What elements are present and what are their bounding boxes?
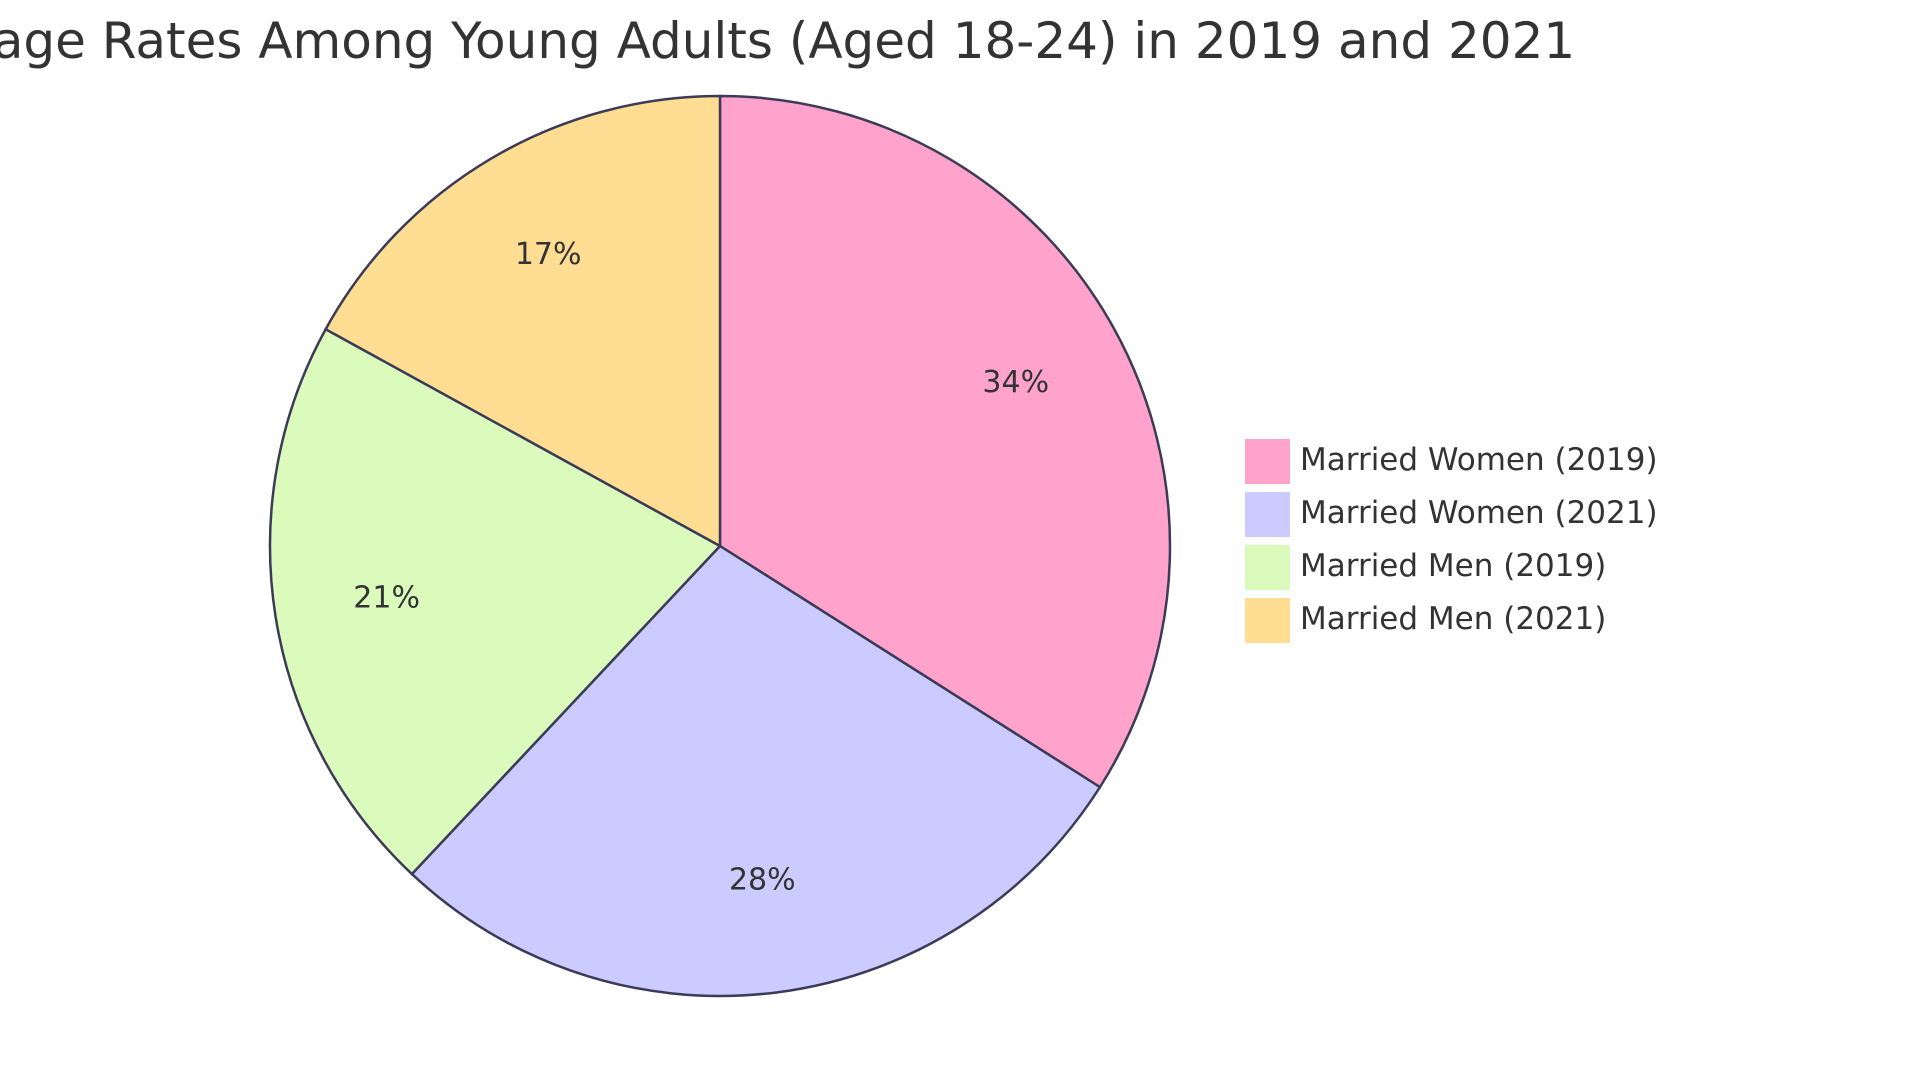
legend-swatch-1 bbox=[1245, 439, 1290, 484]
pie-slices bbox=[268, 94, 1172, 998]
slice-label-3: 21% bbox=[353, 580, 420, 615]
slice-label-1: 34% bbox=[982, 365, 1049, 400]
slice-label-2: 28% bbox=[729, 862, 796, 897]
legend-swatch-3 bbox=[1245, 545, 1290, 590]
legend-label-3: Married Men (2019) bbox=[1300, 548, 1606, 584]
legend-swatch-2 bbox=[1245, 492, 1290, 537]
legend: Married Women (2019) Married Women (2021)… bbox=[1245, 439, 1658, 643]
legend-label-4: Married Men (2021) bbox=[1300, 601, 1606, 637]
pie-slice-3 bbox=[268, 327, 723, 876]
chart-title: Marriage Rates Among Young Adults (Aged … bbox=[0, 12, 1575, 70]
pie-slice-4 bbox=[323, 94, 722, 549]
legend-label-1: Married Women (2019) bbox=[1300, 442, 1658, 478]
legend-label-2: Married Women (2021) bbox=[1300, 495, 1658, 531]
pie-slice-1 bbox=[718, 94, 1172, 789]
pie-slice-2 bbox=[410, 544, 1102, 998]
slice-labels: 34% 28% 21% 17% bbox=[353, 237, 1049, 897]
slice-label-4: 17% bbox=[515, 237, 582, 272]
legend-swatch-4 bbox=[1245, 598, 1290, 643]
